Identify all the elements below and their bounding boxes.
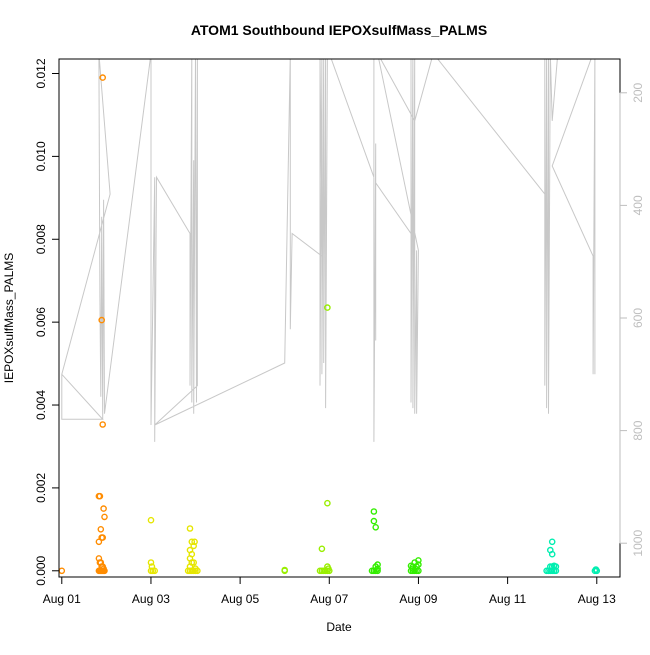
data-point [552,567,560,575]
right-axis: 200 400 600 800 1000 [619,82,645,557]
data-point [318,545,326,553]
data-point [370,517,378,525]
data-point [370,508,378,515]
data-point [324,499,331,507]
data-point [324,304,331,311]
data-point [592,566,600,573]
data-point [191,538,198,546]
right-tick-label: 600 [631,308,645,328]
axes-layer: Aug 01 Aug 03 Aug 05 Aug 07 Aug 09 Aug 11 Aug … [34,58,645,606]
data-point [194,567,201,575]
data-point [96,492,104,500]
x-tick-label: Aug 11 [489,592,526,606]
series-4 [368,508,422,575]
y-tick-label: 0.002 [34,473,48,503]
data-point [190,559,197,566]
altitude-line [61,59,596,442]
data-point [101,513,108,521]
data-point [415,557,422,564]
data-point [99,74,106,81]
data-point [325,567,333,575]
x-axis: Aug 01 Aug 03 Aug 05 Aug 07 Aug 09 Aug 11 Aug … [43,576,616,606]
y-tick-label: 0.010 [34,141,48,171]
right-tick-label: 400 [631,195,645,215]
data-point [99,421,106,428]
data-point [147,559,155,566]
data-point [415,567,422,575]
x-tick-label: Aug 03 [132,592,170,606]
data-points-layer [58,74,601,575]
data-point [147,516,155,524]
x-tick-label: Aug 01 [43,592,81,606]
series-2 [147,516,201,575]
data-point [281,566,289,574]
y-tick-label: 0.006 [34,307,48,337]
data-point [151,567,158,575]
right-tick-label: 800 [631,420,645,440]
y-axis-label: IEPOXsulfMass_PALMS [2,253,16,384]
data-point [98,316,105,324]
data-point [95,538,103,546]
series-5 [543,538,601,575]
data-point [548,538,556,546]
y-tick-label: 0.000 [34,555,48,585]
data-point [101,567,108,575]
x-tick-label: Aug 09 [399,592,437,606]
data-point [548,550,556,558]
x-tick-label: Aug 13 [578,592,616,606]
data-point [372,524,380,531]
y-tick-label: 0.012 [34,58,48,88]
data-point [97,526,105,533]
y-axis: 0.000 0.002 0.004 0.006 0.008 0.010 0.012 [34,58,60,586]
data-point [374,567,381,575]
chart-title: ATOM1 Southbound IEPOXsulfMass_PALMS [191,22,487,38]
x-tick-label: Aug 07 [310,592,348,606]
right-tick-label: 200 [631,82,645,102]
series-3 [281,304,333,575]
background-line-layer [61,59,596,442]
x-axis-label: Date [326,620,352,634]
y-tick-label: 0.008 [34,224,48,254]
data-point [100,505,107,512]
series-1 [58,74,108,575]
data-point [186,525,194,532]
right-tick-label: 1000 [631,530,645,557]
x-tick-label: Aug 05 [221,592,259,606]
data-point [99,534,106,541]
data-point [190,542,197,550]
y-tick-label: 0.004 [34,390,48,420]
